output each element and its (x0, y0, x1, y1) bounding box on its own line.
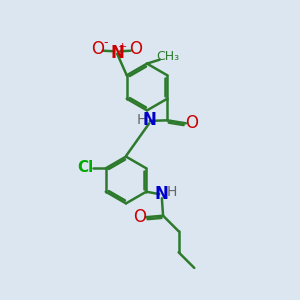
Text: O: O (129, 40, 142, 58)
Text: N: N (110, 44, 124, 62)
Text: O: O (185, 114, 198, 132)
Text: N: N (155, 185, 169, 203)
Text: O: O (92, 40, 104, 58)
Text: H: H (167, 185, 177, 199)
Text: Cl: Cl (77, 160, 94, 175)
Text: H: H (136, 113, 147, 127)
Text: N: N (142, 111, 156, 129)
Text: -: - (103, 36, 107, 49)
Text: O: O (133, 208, 146, 226)
Text: +: + (118, 42, 127, 52)
Text: CH₃: CH₃ (156, 50, 180, 64)
